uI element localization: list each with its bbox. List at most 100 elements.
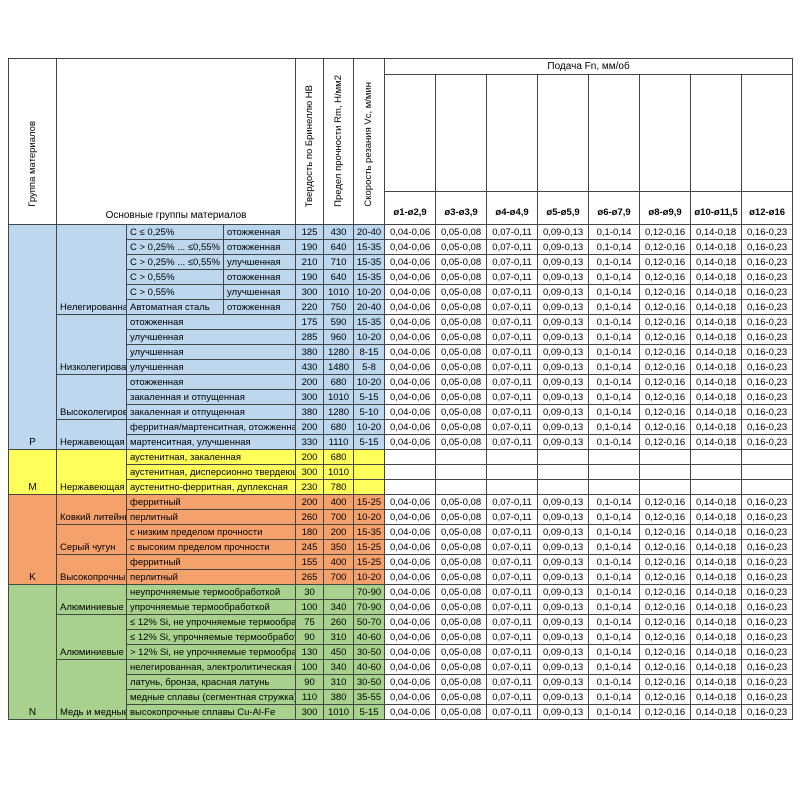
feed-diameter-header: ø10-ø11,5 — [690, 191, 743, 225]
rm-cell: 340 — [323, 599, 355, 615]
table-row: латунь, бронза, красная латунь 90 310 30-50… — [9, 674, 794, 690]
table-row: C > 0,55% отожженная 190 640 15-35 0,04-0,06 0… — [9, 269, 794, 285]
rm-cell — [323, 584, 355, 600]
table-body: P Нелегированная C ≤ 0,25% отожженная 125 430… — [8, 224, 794, 720]
feed-cell: 0,1-0,14 — [588, 614, 641, 630]
feed-cell: 0,07-0,11 — [486, 224, 539, 240]
speed-label: Скорость резания Vc, м/мин — [363, 82, 375, 207]
feed-cell: 0,16-0,23 — [741, 224, 794, 240]
material-family-cell: Нержавеющая сталь — [56, 419, 127, 450]
table-row: Серый чугун с низким пределом прочности 18… — [9, 524, 794, 555]
vc-cell: 30-50 — [353, 644, 386, 660]
vc-cell: 10-20 — [353, 569, 386, 585]
material-family-cell: Высокопрочный — [56, 554, 127, 585]
feed-cell: 0,12-0,16 — [639, 704, 692, 720]
material-desc-cell: нелегированная, электролитическая медь — [125, 659, 297, 675]
group-letter-cell: M — [8, 449, 57, 495]
feed-cell: 0,07-0,11 — [486, 569, 539, 585]
hb-cell: 190 — [295, 239, 325, 255]
rm-cell: 1280 — [323, 404, 355, 420]
feed-cell: 0,16-0,23 — [741, 539, 794, 555]
feed-cell: 0,1-0,14 — [588, 404, 641, 420]
feed-cell — [486, 449, 539, 465]
feed-diameter-header: ø4-ø4,9 — [486, 191, 539, 225]
table-row: > 12% Si, не упрочняемые термообработкой… — [9, 644, 794, 660]
feed-cell: 0,14-0,18 — [690, 254, 743, 270]
feed-cell: 0,12-0,16 — [639, 554, 692, 570]
group-letter-cell: N — [8, 584, 57, 720]
table-row: Нержавеющая стальферритная/мартенситная,… — [9, 419, 794, 450]
rm-cell: 200 — [323, 524, 355, 540]
feed-cell: 0,12-0,16 — [639, 374, 692, 390]
feed-cell — [639, 479, 692, 495]
feed-cell: 0,16-0,23 — [741, 659, 794, 675]
feed-cell: 0,04-0,06 — [384, 359, 437, 375]
feed-cell: 0,1-0,14 — [588, 419, 641, 435]
rm-cell: 450 — [323, 644, 355, 660]
feed-cell: 0,12-0,16 — [639, 569, 692, 585]
vc-cell: 15-35 — [353, 314, 386, 330]
feed-cell: 0,16-0,23 — [741, 494, 794, 510]
feed-cell — [435, 479, 488, 495]
header-strength: Предел прочности Rm, Н/мм2 — [323, 58, 355, 225]
material-desc-cell: аустенитно-ферритная, дуплексная — [125, 479, 297, 495]
feed-cell: 0,16-0,23 — [741, 344, 794, 360]
feed-cell: 0,04-0,06 — [384, 539, 437, 555]
feed-cell: 0,05-0,08 — [435, 419, 488, 435]
material-desc-cell: улучшенная — [125, 359, 297, 375]
feed-column-spacer — [435, 74, 488, 192]
vc-cell: 5-15 — [353, 434, 386, 450]
feed-cell: 0,1-0,14 — [588, 359, 641, 375]
feed-cell: 0,05-0,08 — [435, 299, 488, 315]
feed-cell — [588, 449, 641, 465]
feed-cell: 0,1-0,14 — [588, 239, 641, 255]
hb-cell: 220 — [295, 299, 325, 315]
feed-cell: 0,14-0,18 — [690, 494, 743, 510]
feed-cell: 0,12-0,16 — [639, 659, 692, 675]
table-row: C > 0,25% ... ≤0,55% улучшенная 210 710 15-3… — [9, 254, 794, 270]
vc-cell: 70-90 — [353, 584, 386, 600]
vc-cell: 10-20 — [353, 419, 386, 435]
feed-cell: 0,04-0,06 — [384, 299, 437, 315]
feed-cell: 0,12-0,16 — [639, 344, 692, 360]
feed-cell: 0,09-0,13 — [537, 539, 590, 555]
feed-cell: 0,07-0,11 — [486, 599, 539, 615]
feed-cell — [537, 449, 590, 465]
rm-cell: 310 — [323, 629, 355, 645]
feed-cell: 0,12-0,16 — [639, 629, 692, 645]
feed-cell: 0,1-0,14 — [588, 524, 641, 540]
feed-cell: 0,09-0,13 — [537, 359, 590, 375]
table-row: Высокопрочный ферритный 155 400 15-25 0,04-0,… — [9, 554, 794, 585]
feed-cell: 0,04-0,06 — [384, 644, 437, 660]
feed-cell: 0,05-0,08 — [435, 224, 488, 240]
vc-cell: 50-70 — [353, 614, 386, 630]
feed-cell: 0,04-0,06 — [384, 629, 437, 645]
feed-cell: 0,12-0,16 — [639, 224, 692, 240]
feed-diameter-header: ø12-ø16 — [741, 191, 794, 225]
feed-cell: 0,09-0,13 — [537, 389, 590, 405]
feed-cell: 0,14-0,18 — [690, 239, 743, 255]
feed-cell: 0,09-0,13 — [537, 644, 590, 660]
feed-cell: 0,04-0,06 — [384, 389, 437, 405]
material-desc-cell: улучшенная — [125, 344, 297, 360]
vc-cell: 15-35 — [353, 254, 386, 270]
feed-cell: 0,16-0,23 — [741, 674, 794, 690]
header-speed: Скорость резания Vc, м/мин — [353, 58, 386, 225]
feed-cell — [486, 479, 539, 495]
hb-cell: 200 — [295, 419, 325, 435]
hb-cell: 200 — [295, 494, 325, 510]
hb-cell: 300 — [295, 284, 325, 300]
feed-cell: 0,05-0,08 — [435, 494, 488, 510]
feed-cell: 0,14-0,18 — [690, 434, 743, 450]
feed-cell: 0,05-0,08 — [435, 584, 488, 600]
feed-cell: 0,05-0,08 — [435, 539, 488, 555]
feed-cell: 0,14-0,18 — [690, 284, 743, 300]
header-feed-title: Подача Fn, мм/об — [384, 58, 794, 75]
feed-column-spacer — [639, 74, 692, 192]
feed-cell: 0,09-0,13 — [537, 419, 590, 435]
table-row: Низколегированнаяотожженная17559015-350,… — [9, 314, 794, 375]
hb-cell: 200 — [295, 374, 325, 390]
feed-cell: 0,04-0,06 — [384, 374, 437, 390]
